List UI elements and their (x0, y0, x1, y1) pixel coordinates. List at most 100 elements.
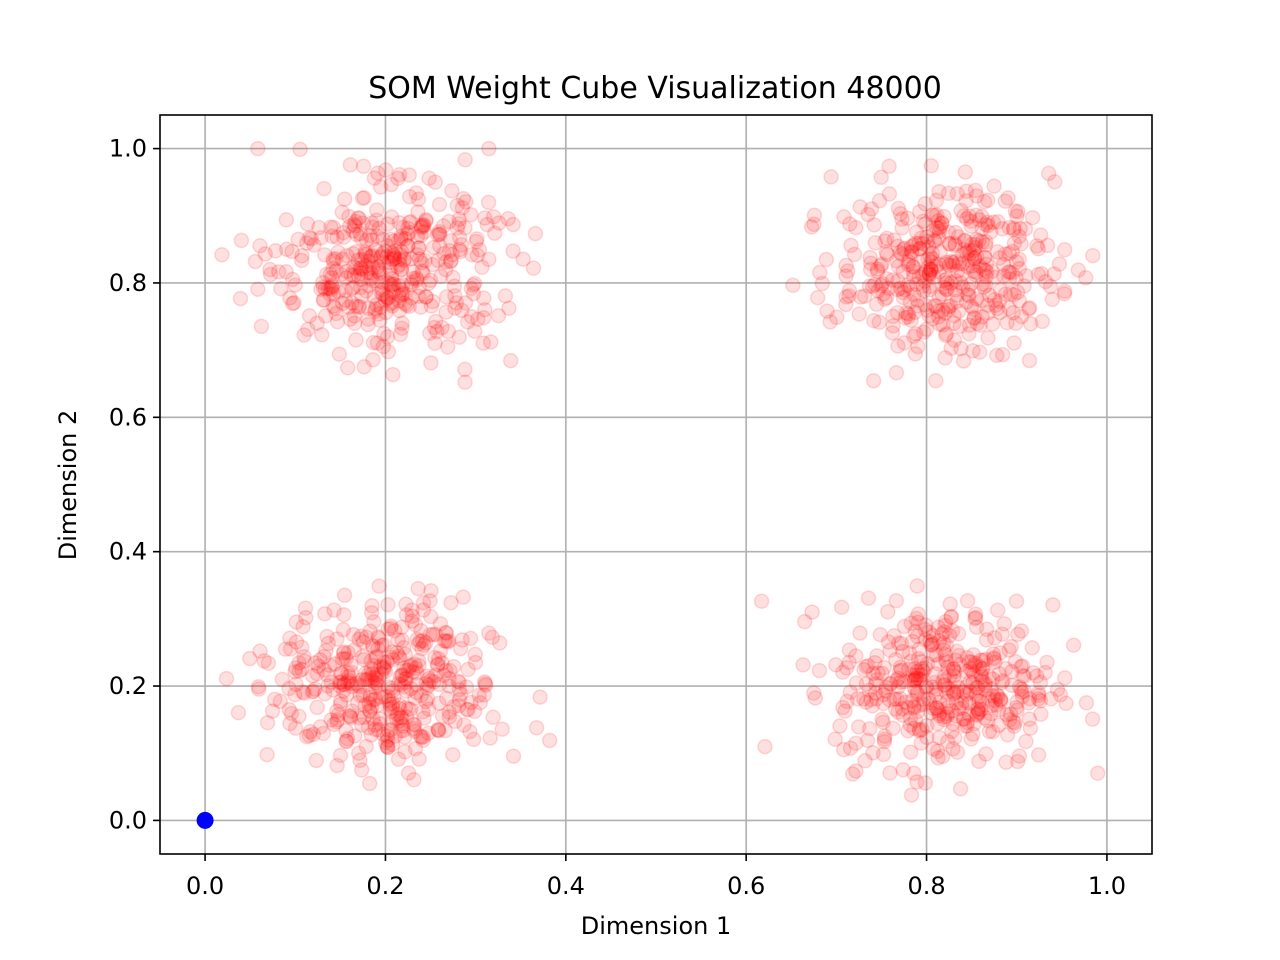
scatter-point (923, 158, 939, 174)
scatter-point (923, 261, 939, 277)
scatter-point (317, 247, 333, 263)
scatter-point (963, 276, 979, 292)
scatter-point (917, 216, 934, 232)
scatter-point (958, 193, 974, 209)
scatter-point (407, 690, 423, 706)
scatter-point (961, 695, 977, 711)
scatter-point (281, 680, 297, 697)
scatter-point (375, 338, 392, 355)
scatter-point (411, 240, 427, 256)
scatter-point (984, 316, 1001, 332)
scatter-point (931, 708, 948, 724)
scatter-point (374, 282, 391, 298)
scatter-point (397, 295, 413, 312)
scatter-point (384, 251, 401, 268)
scatter-point (1034, 313, 1051, 330)
scatter-point (368, 649, 384, 666)
scatter-point (1033, 265, 1050, 282)
scatter-point (852, 625, 868, 641)
scatter-point (282, 630, 298, 647)
scatter-point (298, 609, 314, 626)
scatter-point (900, 253, 917, 270)
scatter-point (402, 214, 419, 230)
scatter-point (345, 279, 362, 296)
scatter-point (896, 281, 913, 298)
scatter-point (807, 690, 824, 706)
scatter-point (341, 218, 358, 234)
scatter-point (958, 294, 975, 310)
scatter-point (994, 221, 1011, 237)
scatter-point (890, 670, 906, 686)
scatter-point (293, 639, 310, 655)
scatter-point (907, 624, 923, 640)
scatter-point (1011, 293, 1028, 309)
scatter-point (914, 661, 930, 677)
scatter-point (1014, 688, 1031, 705)
scatter-point (403, 289, 420, 306)
scatter-point (974, 673, 990, 690)
scatter-point (947, 253, 964, 270)
scatter-point (785, 277, 801, 294)
scatter-point (380, 621, 396, 637)
scatter-point (378, 289, 395, 305)
scatter-point (480, 194, 497, 211)
y-tick-labels: 0.00.20.40.60.81.0 (109, 135, 147, 835)
scatter-point (1021, 690, 1038, 707)
y-tick-label: 0.0 (109, 806, 147, 834)
scatter-point (893, 662, 910, 678)
scatter-point (989, 686, 1005, 703)
scatter-point (406, 721, 422, 737)
scatter-point (860, 657, 876, 674)
scatter-point (930, 656, 947, 672)
scatter-point (899, 210, 916, 227)
scatter-point (252, 238, 268, 254)
scatter-point (336, 607, 352, 623)
scatter-point (842, 740, 859, 756)
scatter-point (896, 335, 913, 351)
scatter-point (1018, 733, 1034, 750)
scatter-point (465, 277, 482, 293)
scatter-point (481, 625, 497, 641)
scatter-point (403, 276, 420, 293)
scatter-point (374, 637, 390, 654)
scatter-point (963, 298, 980, 315)
scatter-point (413, 622, 429, 639)
scatter-point (384, 245, 400, 262)
scatter-point (400, 238, 416, 254)
scatter-point (902, 710, 919, 726)
scatter-point (380, 688, 396, 705)
scatter-point (410, 204, 426, 220)
scatter-point (362, 703, 378, 720)
scatter-point (977, 249, 993, 265)
scatter-point (855, 691, 872, 707)
scatter-point (337, 282, 354, 299)
scatter-point (858, 676, 875, 692)
scatter-point (912, 241, 929, 257)
scatter-point (363, 248, 379, 264)
scatter-point (968, 231, 985, 248)
scatter-point (334, 204, 350, 221)
scatter-point (865, 745, 881, 761)
scatter-point (364, 219, 381, 235)
scatter-point (967, 609, 984, 626)
scatter-point (315, 292, 332, 308)
scatter-point (403, 274, 420, 291)
scatter-point (880, 634, 897, 650)
scatter-point (305, 726, 322, 743)
scatter-point (890, 704, 906, 720)
scatter-point (379, 654, 395, 670)
scatter-point (413, 299, 429, 315)
scatter-point (974, 309, 990, 325)
scatter-point (318, 266, 335, 283)
scatter-point (1078, 695, 1095, 711)
scatter-point (367, 242, 384, 258)
scatter-point (997, 246, 1014, 262)
scatter-point (959, 210, 975, 227)
scatter-point (1001, 642, 1017, 658)
scatter-point (387, 250, 403, 266)
scatter-point (314, 274, 331, 291)
scatter-point (974, 221, 990, 237)
scatter-point (294, 248, 310, 264)
scatter-point (934, 626, 951, 642)
scatter-point (351, 679, 368, 695)
